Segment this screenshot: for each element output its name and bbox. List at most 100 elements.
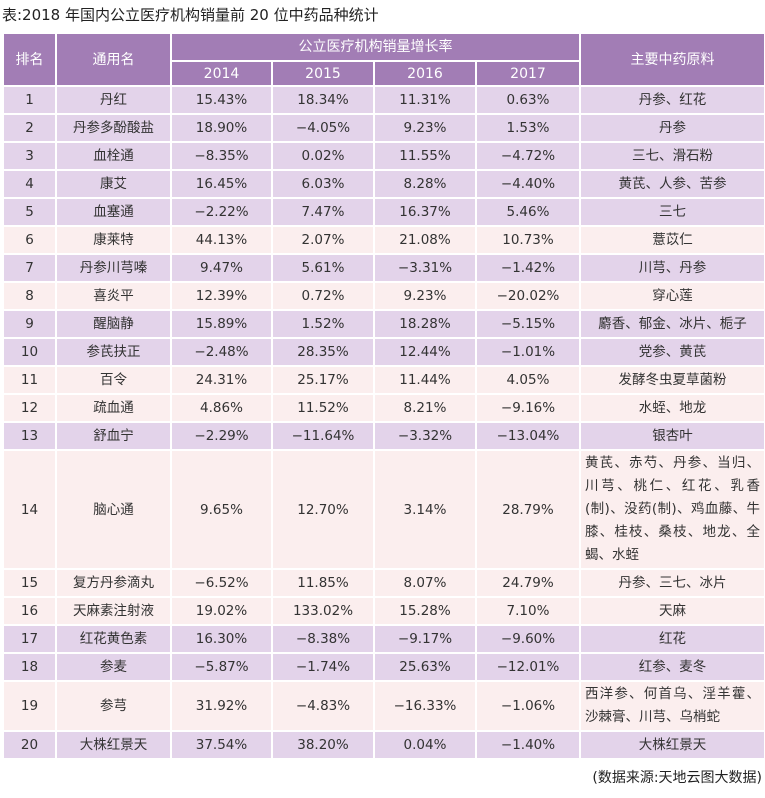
- growth-cell: 12.44%: [373, 337, 477, 367]
- growth-cell: 8.21%: [373, 393, 477, 423]
- table-row: 2 丹参多酚酸盐 18.90% −4.05% 9.23% 1.53% 丹参: [2, 113, 765, 143]
- growth-cell: 8.07%: [373, 568, 477, 598]
- materials-cell: 丹参、红花: [579, 85, 765, 115]
- rank-cell: 10: [2, 337, 57, 367]
- herbal-medicine-table: 排名 通用名 公立医疗机构销量增长率 主要中药原料 2014 2015 2016…: [2, 32, 765, 760]
- materials-cell: 丹参、三七、冰片: [579, 568, 765, 598]
- rank-cell: 1: [2, 85, 57, 115]
- growth-cell: 11.31%: [373, 85, 477, 115]
- growth-cell: 15.43%: [170, 85, 273, 115]
- table-row: 4 康艾 16.45% 6.03% 8.28% −4.40% 黄芪、人参、苦参: [2, 169, 765, 199]
- name-cell: 舒血宁: [55, 421, 172, 451]
- table-row: 8 喜炎平 12.39% 0.72% 9.23% −20.02% 穿心莲: [2, 281, 765, 311]
- rank-cell: 19: [2, 680, 57, 732]
- growth-cell: −6.52%: [170, 568, 273, 598]
- growth-cell: 24.79%: [475, 568, 581, 598]
- growth-cell: −2.48%: [170, 337, 273, 367]
- growth-cell: −9.60%: [475, 624, 581, 654]
- growth-cell: 16.30%: [170, 624, 273, 654]
- name-cell: 脑心通: [55, 449, 172, 570]
- table-row: 17 红花黄色素 16.30% −8.38% −9.17% −9.60% 红花: [2, 624, 765, 654]
- growth-cell: −8.35%: [170, 141, 273, 171]
- growth-cell: 6.03%: [271, 169, 375, 199]
- growth-cell: −13.04%: [475, 421, 581, 451]
- growth-cell: 25.17%: [271, 365, 375, 395]
- name-cell: 丹参多酚酸盐: [55, 113, 172, 143]
- name-cell: 康艾: [55, 169, 172, 199]
- growth-cell: 0.04%: [373, 730, 477, 760]
- materials-cell: 大株红景天: [579, 730, 765, 760]
- growth-cell: 21.08%: [373, 225, 477, 255]
- materials-cell: 红花: [579, 624, 765, 654]
- table-row: 16 天麻素注射液 19.02% 133.02% 15.28% 7.10% 天麻: [2, 596, 765, 626]
- materials-cell: 三七、滑石粉: [579, 141, 765, 171]
- header-growth-group: 公立医疗机构销量增长率: [170, 32, 581, 62]
- rank-cell: 8: [2, 281, 57, 311]
- growth-cell: 16.45%: [170, 169, 273, 199]
- growth-cell: −9.17%: [373, 624, 477, 654]
- growth-cell: 19.02%: [170, 596, 273, 626]
- table-row: 12 疏血通 4.86% 11.52% 8.21% −9.16% 水蛭、地龙: [2, 393, 765, 423]
- growth-cell: 16.37%: [373, 197, 477, 227]
- growth-cell: 7.10%: [475, 596, 581, 626]
- name-cell: 红花黄色素: [55, 624, 172, 654]
- name-cell: 参麦: [55, 652, 172, 682]
- name-cell: 大株红景天: [55, 730, 172, 760]
- header-year: 2015: [271, 60, 375, 87]
- growth-cell: −16.33%: [373, 680, 477, 732]
- growth-cell: 38.20%: [271, 730, 375, 760]
- rank-cell: 17: [2, 624, 57, 654]
- growth-cell: 9.65%: [170, 449, 273, 570]
- growth-cell: −4.40%: [475, 169, 581, 199]
- header-rank: 排名: [2, 32, 57, 87]
- rank-cell: 4: [2, 169, 57, 199]
- growth-cell: 11.44%: [373, 365, 477, 395]
- growth-cell: 18.90%: [170, 113, 273, 143]
- growth-cell: 0.63%: [475, 85, 581, 115]
- table-row: 5 血塞通 −2.22% 7.47% 16.37% 5.46% 三七: [2, 197, 765, 227]
- table-title: 表:2018 年国内公立医疗机构销量前 20 位中药品种统计: [2, 6, 379, 24]
- growth-cell: −1.01%: [475, 337, 581, 367]
- name-cell: 疏血通: [55, 393, 172, 423]
- growth-cell: −9.16%: [475, 393, 581, 423]
- growth-cell: 18.28%: [373, 309, 477, 339]
- table-row: 9 醒脑静 15.89% 1.52% 18.28% −5.15% 麝香、郁金、冰片、栀子: [2, 309, 765, 339]
- growth-cell: −3.31%: [373, 253, 477, 283]
- name-cell: 血塞通: [55, 197, 172, 227]
- header-year: 2016: [373, 60, 477, 87]
- growth-cell: 0.02%: [271, 141, 375, 171]
- growth-cell: 12.70%: [271, 449, 375, 570]
- growth-cell: 12.39%: [170, 281, 273, 311]
- materials-cell: 穿心莲: [579, 281, 765, 311]
- growth-cell: −4.83%: [271, 680, 375, 732]
- growth-cell: −2.29%: [170, 421, 273, 451]
- growth-cell: 28.35%: [271, 337, 375, 367]
- header-year: 2017: [475, 60, 581, 87]
- growth-cell: 18.34%: [271, 85, 375, 115]
- growth-cell: 31.92%: [170, 680, 273, 732]
- growth-cell: 3.14%: [373, 449, 477, 570]
- materials-cell: 水蛭、地龙: [579, 393, 765, 423]
- name-cell: 参芪扶正: [55, 337, 172, 367]
- name-cell: 醒脑静: [55, 309, 172, 339]
- name-cell: 丹红: [55, 85, 172, 115]
- header-materials: 主要中药原料: [579, 32, 765, 87]
- growth-cell: 8.28%: [373, 169, 477, 199]
- table-row: 13 舒血宁 −2.29% −11.64% −3.32% −13.04% 银杏叶: [2, 421, 765, 451]
- growth-cell: 5.61%: [271, 253, 375, 283]
- name-cell: 参芎: [55, 680, 172, 732]
- header-year: 2014: [170, 60, 273, 87]
- name-cell: 丹参川芎嗪: [55, 253, 172, 283]
- growth-cell: 2.07%: [271, 225, 375, 255]
- growth-cell: −1.06%: [475, 680, 581, 732]
- growth-cell: 5.46%: [475, 197, 581, 227]
- materials-cell: 黄芪、赤芍、丹参、当归、川芎、桃仁、红花、乳香(制)、没药(制)、鸡血藤、牛膝、…: [579, 449, 765, 570]
- materials-cell: 党参、黄芪: [579, 337, 765, 367]
- growth-cell: 11.85%: [271, 568, 375, 598]
- rank-cell: 11: [2, 365, 57, 395]
- rank-cell: 16: [2, 596, 57, 626]
- growth-cell: −8.38%: [271, 624, 375, 654]
- growth-cell: −11.64%: [271, 421, 375, 451]
- growth-cell: −12.01%: [475, 652, 581, 682]
- growth-cell: 1.52%: [271, 309, 375, 339]
